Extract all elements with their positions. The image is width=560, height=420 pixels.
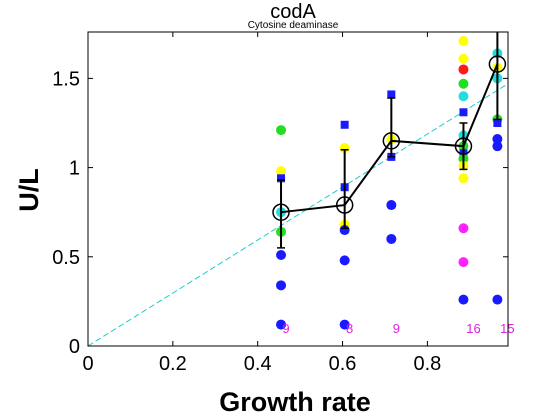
- data-point-circle: [276, 166, 287, 177]
- x-axis-label: Growth rate: [219, 387, 371, 417]
- mean-line: [280, 63, 499, 214]
- data-point-circle: [458, 53, 469, 64]
- chart-subtitle: Cytosine deaminase: [248, 20, 339, 31]
- data-point-circle: [492, 134, 503, 145]
- data-point-circle: [276, 319, 287, 330]
- x-tick-label: 0.4: [244, 353, 272, 375]
- data-point-circle: [492, 294, 503, 305]
- data-point-circle: [492, 141, 503, 152]
- mean-marker: [454, 137, 473, 155]
- data-point-circle: [339, 319, 350, 330]
- count-label: 8: [346, 321, 353, 336]
- data-point-square: [493, 118, 502, 127]
- data-point-circle: [458, 257, 469, 268]
- data-point-square: [277, 174, 286, 183]
- mean-marker: [382, 132, 401, 150]
- count-label: 9: [282, 321, 289, 336]
- y-tick-label: 1.5: [52, 68, 80, 90]
- data-point-circle: [276, 280, 287, 291]
- data-point-circle: [386, 200, 397, 211]
- count-label: 9: [393, 321, 400, 336]
- data-point-circle: [276, 125, 287, 136]
- chart-title: codA: [270, 1, 316, 23]
- data-point-circle: [386, 233, 397, 244]
- count-label: 16: [466, 321, 480, 336]
- data-point-circle: [458, 223, 469, 234]
- data-point-circle: [458, 91, 469, 102]
- data-point-circle: [458, 35, 469, 46]
- x-tick-label: 0.2: [159, 353, 187, 375]
- mean-marker: [335, 196, 354, 214]
- data-point-circle: [458, 294, 469, 305]
- count-label: 15: [500, 321, 514, 336]
- mean-marker: [488, 55, 507, 73]
- y-axis-label: U/L: [14, 168, 44, 212]
- y-tick-label: 0: [69, 336, 80, 358]
- plot-area: 9 8 9 16 15 0 0.2 0.4 0.6 0.8 0 0.5 1 1.5: [52, 31, 515, 375]
- mean-marker: [272, 203, 290, 221]
- data-point-square: [340, 120, 349, 129]
- fit-line: [87, 83, 509, 347]
- data-point-circle: [458, 64, 469, 75]
- y-tick-label: 0.5: [52, 247, 80, 269]
- x-tick-label: 0.8: [413, 353, 441, 375]
- y-tick-label: 1: [69, 158, 80, 180]
- data-point-circle: [458, 78, 469, 89]
- x-tick-label: 0: [82, 353, 93, 375]
- axes-box: [87, 31, 509, 347]
- data-point-circle: [458, 173, 469, 184]
- x-tick-label: 0.6: [329, 353, 357, 375]
- data-point-circle: [276, 250, 287, 261]
- data-point-square: [387, 90, 396, 99]
- data-point-circle: [339, 255, 350, 266]
- data-point-square: [459, 108, 468, 117]
